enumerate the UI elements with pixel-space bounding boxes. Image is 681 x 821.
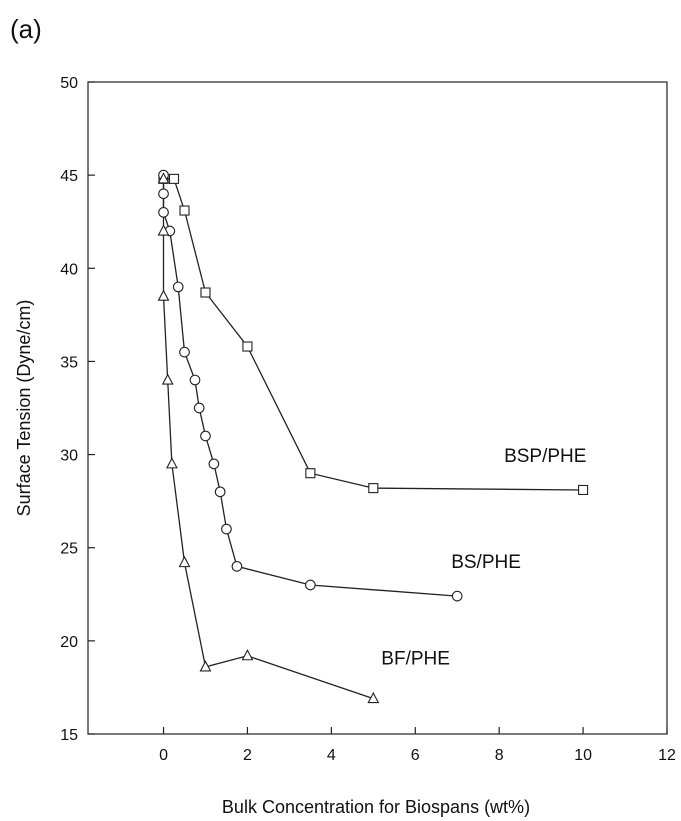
data-point-bsp-phe [179, 205, 190, 216]
x-tick-label: 10 [574, 747, 592, 764]
data-point-bsp-phe [242, 341, 253, 352]
data-point-bsp-phe [200, 287, 211, 298]
y-tick-label: 25 [60, 541, 78, 558]
series-label-bf-phe: BF/PHE [381, 649, 450, 670]
data-point-bs-phe [208, 458, 220, 470]
data-point-bf-phe [367, 691, 380, 704]
x-tick-label: 2 [243, 747, 252, 764]
data-point-bs-phe [189, 374, 201, 386]
x-tick-label: 4 [327, 747, 336, 764]
x-tick-label: 6 [411, 747, 420, 764]
data-point-bs-phe [158, 188, 169, 200]
data-point-bs-phe [451, 590, 463, 602]
y-tick-label: 20 [60, 634, 78, 651]
data-point-bs-phe [172, 281, 184, 293]
data-point-bf-phe [199, 660, 212, 672]
x-tick-label: 0 [159, 747, 168, 764]
data-point-bf-phe [166, 457, 178, 469]
data-point-bf-phe [157, 224, 170, 236]
panel-label: (a) [10, 14, 42, 44]
y-tick-label: 50 [60, 75, 78, 92]
x-tick-label: 8 [495, 747, 504, 764]
data-point-bs-phe [231, 560, 243, 572]
data-point-bf-phe [178, 555, 191, 568]
y-axis-title: Surface Tension (Dyne/cm) [14, 300, 34, 517]
series-line-bf-phe [162, 178, 374, 700]
data-point-bsp-phe [368, 483, 379, 494]
series-label-bs-phe: BS/PHE [451, 552, 521, 573]
x-axis-title: Bulk Concentration for Biospans (wt%) [222, 797, 530, 817]
data-point-bf-phe [157, 289, 170, 301]
x-tick-label: 12 [658, 747, 676, 764]
data-point-bsp-phe [168, 173, 180, 184]
series-line-bs-phe [162, 175, 458, 597]
data-point-bsp-phe [305, 468, 316, 479]
data-point-bs-phe [200, 430, 211, 442]
data-point-bs-phe [214, 486, 226, 498]
y-tick-label: 35 [60, 354, 78, 371]
data-point-bs-phe [158, 207, 169, 218]
data-point-bf-phe [157, 172, 170, 184]
data-point-bs-phe [179, 346, 190, 358]
y-tick-label: 40 [60, 261, 78, 278]
y-tick-label: 30 [60, 448, 78, 465]
y-tick-label: 15 [60, 727, 78, 744]
data-point-bs-phe [305, 579, 316, 591]
data-point-bsp-phe [578, 484, 589, 496]
data-point-bf-phe [241, 649, 254, 661]
plot-frame [87, 81, 668, 735]
data-point-bf-phe [161, 373, 174, 385]
series-label-bsp-phe: BSP/PHE [504, 446, 586, 467]
data-point-bs-phe [221, 523, 232, 535]
y-tick-label: 45 [60, 168, 78, 185]
series-line-bsp-phe [163, 178, 584, 491]
data-point-bs-phe [193, 402, 205, 414]
